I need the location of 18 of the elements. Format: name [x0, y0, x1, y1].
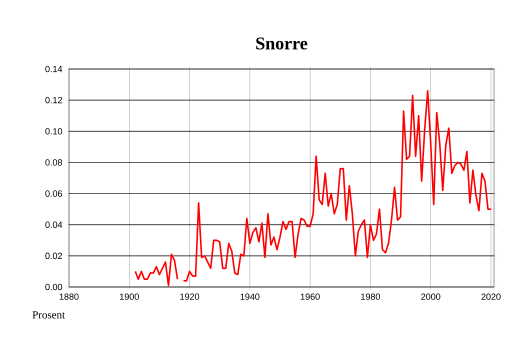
y-tick-label: 0.10: [45, 128, 62, 134]
x-tick-label: 2020: [481, 294, 501, 300]
y-tick-label: 0.14: [45, 66, 62, 72]
y-tick-label: 0.06: [45, 190, 62, 197]
x-tick-label: 1900: [120, 294, 139, 300]
x-tick-label: 1960: [300, 294, 320, 300]
y-tick-label: 0.08: [45, 159, 62, 166]
x-tick-label: 2000: [421, 294, 440, 300]
x-tick-label: 1980: [361, 294, 380, 300]
y-tick-label: 0.12: [45, 96, 62, 104]
x-tick-label: 1920: [180, 294, 200, 300]
y-tick-label: 0.02: [45, 252, 62, 260]
x-tick-label: 1880: [60, 294, 79, 300]
y-tick-label: 0.04: [45, 222, 62, 228]
x-tick-label: 1940: [240, 294, 260, 300]
y-tick-label: 0.00: [45, 284, 62, 290]
chart-title: Snorre: [256, 37, 308, 50]
y-axis-title: Prosent: [32, 311, 66, 318]
